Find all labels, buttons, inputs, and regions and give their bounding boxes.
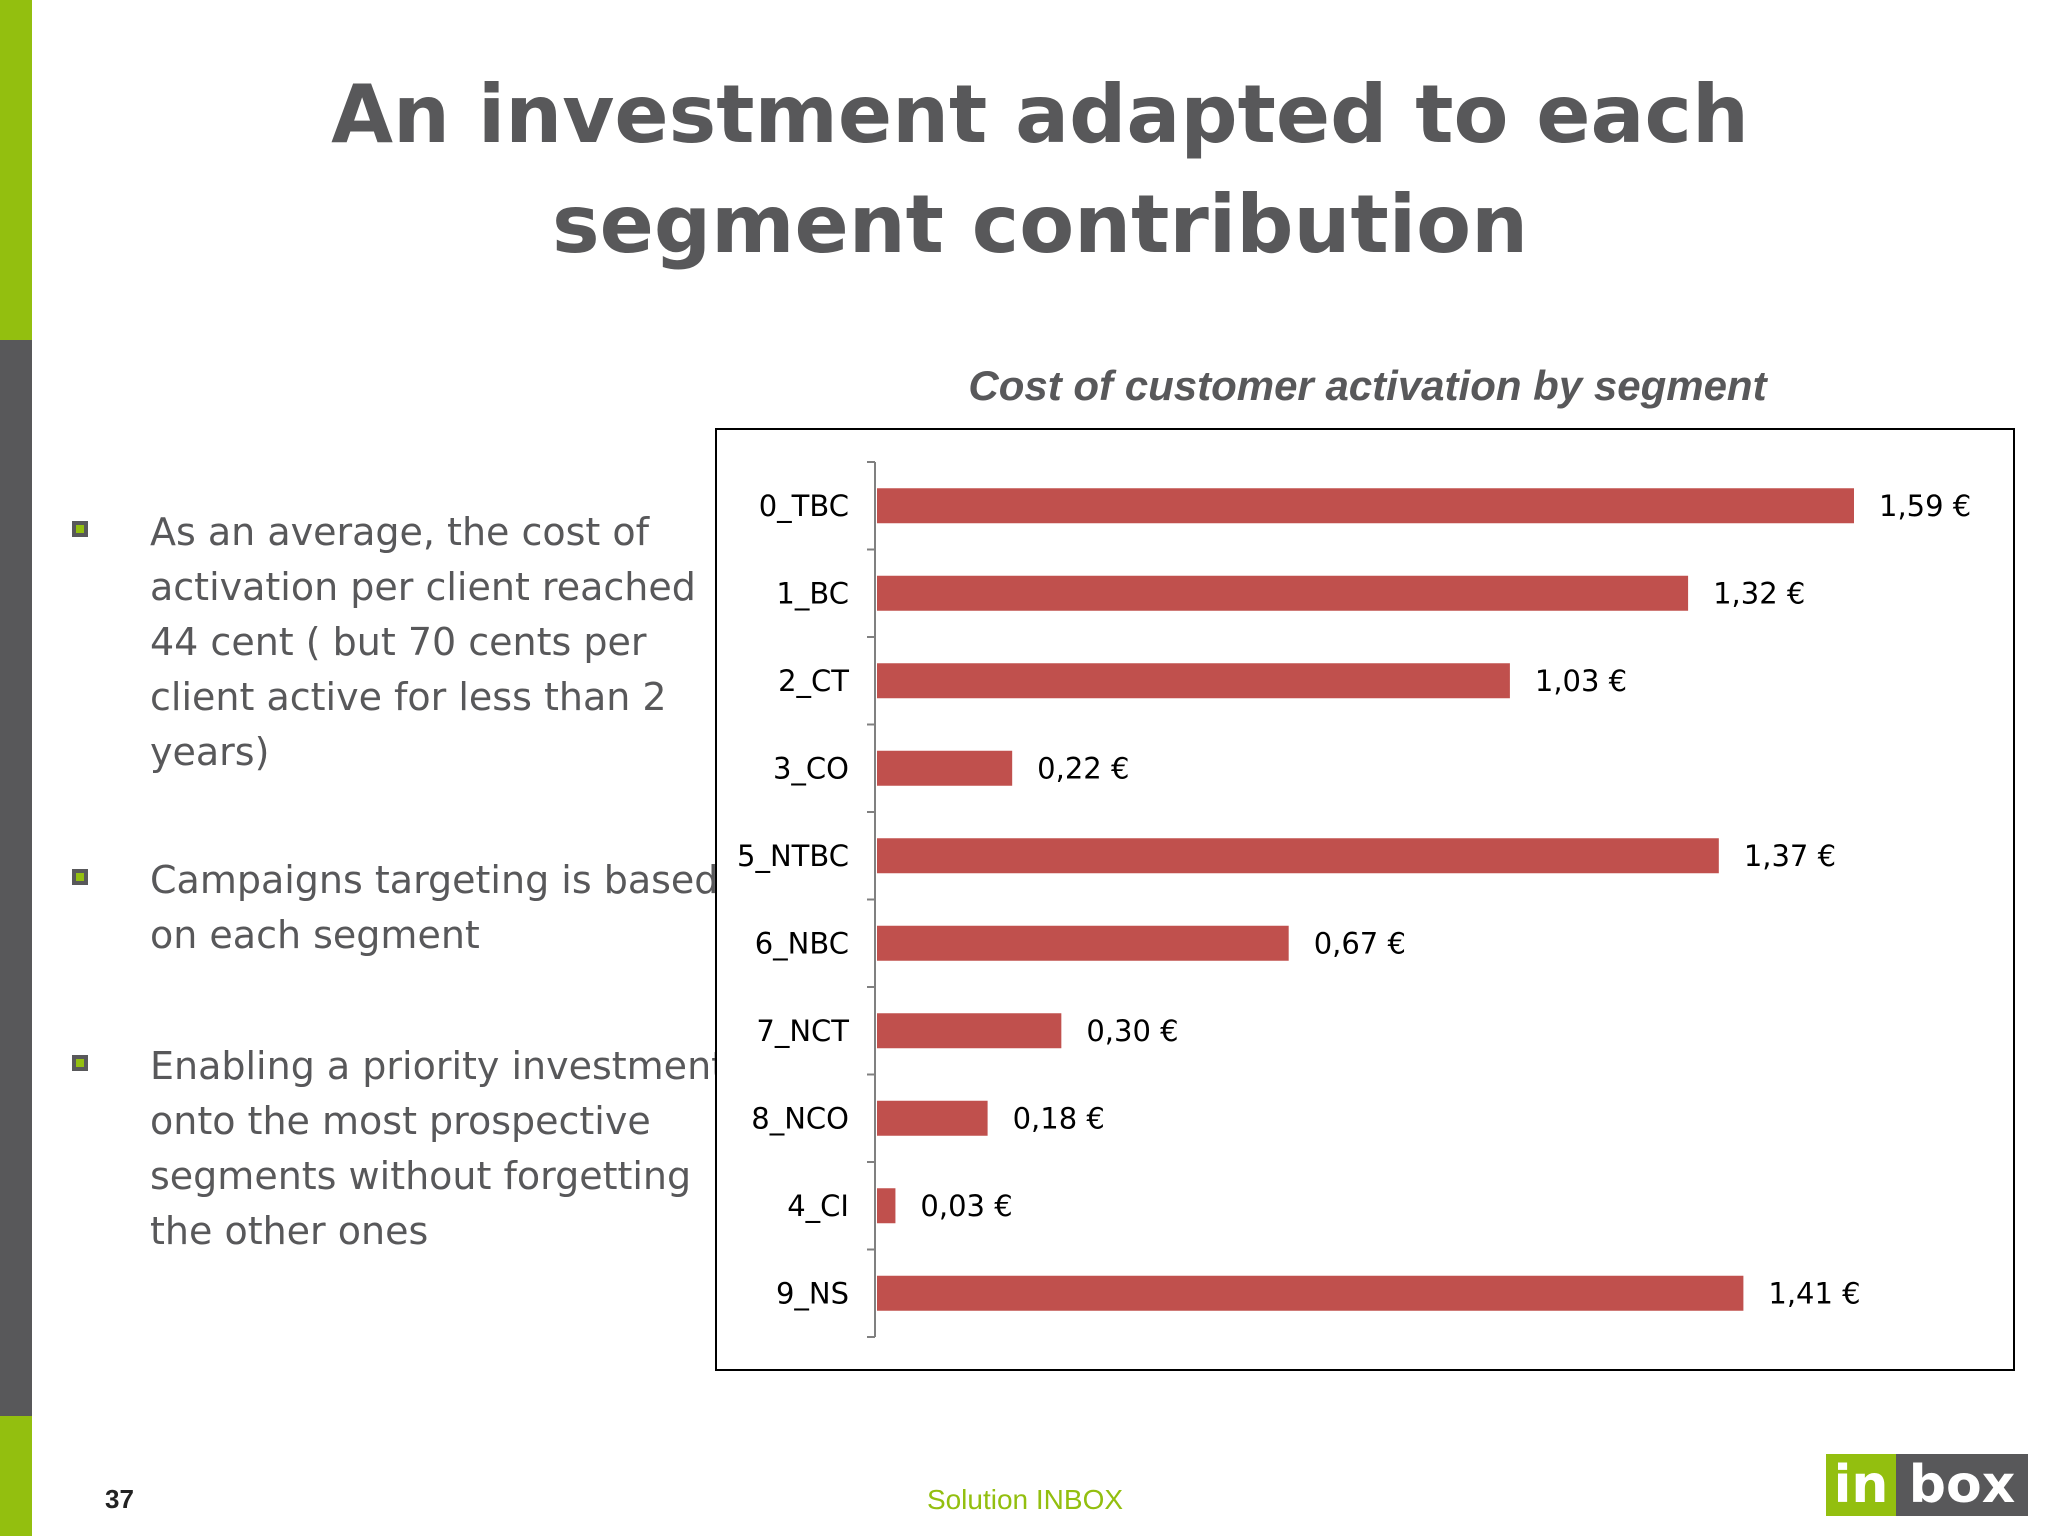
- logo-part-box: box: [1896, 1454, 2028, 1516]
- inbox-logo: in box: [1826, 1454, 2028, 1516]
- square-bullet-icon: [72, 869, 88, 885]
- data-label: 1,03 €: [1535, 664, 1627, 698]
- slide-title: An investment adapted to each segment co…: [331, 68, 1749, 271]
- category-label: 7_NCT: [756, 1014, 849, 1048]
- category-label: 1_BC: [776, 576, 849, 610]
- side-accent-top: [0, 0, 32, 340]
- data-label: 1,59 €: [1879, 489, 1971, 523]
- bar: [877, 838, 1719, 874]
- data-label: 1,32 €: [1713, 576, 1805, 610]
- data-label: 1,37 €: [1744, 839, 1836, 873]
- bar: [877, 488, 1854, 524]
- bar: [877, 663, 1510, 699]
- category-label: 4_CI: [787, 1189, 849, 1223]
- bar: [877, 1013, 1062, 1049]
- bullet-text: As an average, the cost of activation pe…: [150, 510, 696, 774]
- square-bullet-icon: [72, 521, 88, 537]
- bar: [877, 1275, 1744, 1311]
- bar-chart: 0_TBC 1,59 € 1_BC 1,32 € 2_CT 1,03 € 3_CO 0,22 …: [737, 461, 1971, 1338]
- category-label: 0_TBC: [759, 489, 849, 523]
- category-label: 9_NS: [776, 1276, 849, 1310]
- category-label: 5_NTBC: [737, 839, 849, 873]
- data-label: 1,41 €: [1768, 1276, 1860, 1310]
- category-label: 6_NBC: [755, 926, 849, 960]
- category-label: 3_CO: [773, 751, 849, 785]
- bullet-text: Campaigns targeting is based on each seg…: [150, 858, 719, 957]
- bar: [877, 1100, 988, 1136]
- data-label: 0,18 €: [1013, 1101, 1105, 1135]
- bar: [877, 750, 1013, 786]
- data-label: 0,67 €: [1314, 926, 1406, 960]
- side-accent-middle: [0, 340, 32, 1416]
- bar: [877, 1188, 896, 1224]
- page-number: 37: [105, 1484, 134, 1514]
- chart-title: Cost of customer activation by segment: [968, 362, 1767, 409]
- logo-part-in: in: [1826, 1454, 1896, 1516]
- bar: [877, 575, 1689, 611]
- square-bullet-icon: [72, 1055, 88, 1071]
- data-label: 0,22 €: [1037, 751, 1129, 785]
- bar: [877, 925, 1289, 961]
- category-label: 2_CT: [778, 664, 849, 698]
- data-label: 0,30 €: [1086, 1014, 1178, 1048]
- category-label: 8_NCO: [751, 1101, 849, 1135]
- bullet-text: Enabling a priority investment onto the …: [150, 1044, 727, 1253]
- data-label: 0,03 €: [920, 1189, 1012, 1223]
- side-accent-bottom: [0, 1416, 32, 1536]
- footer-text: Solution INBOX: [926, 1484, 1124, 1515]
- chart-frame: 0_TBC 1,59 € 1_BC 1,32 € 2_CT 1,03 € 3_CO 0,22 …: [715, 428, 2015, 1371]
